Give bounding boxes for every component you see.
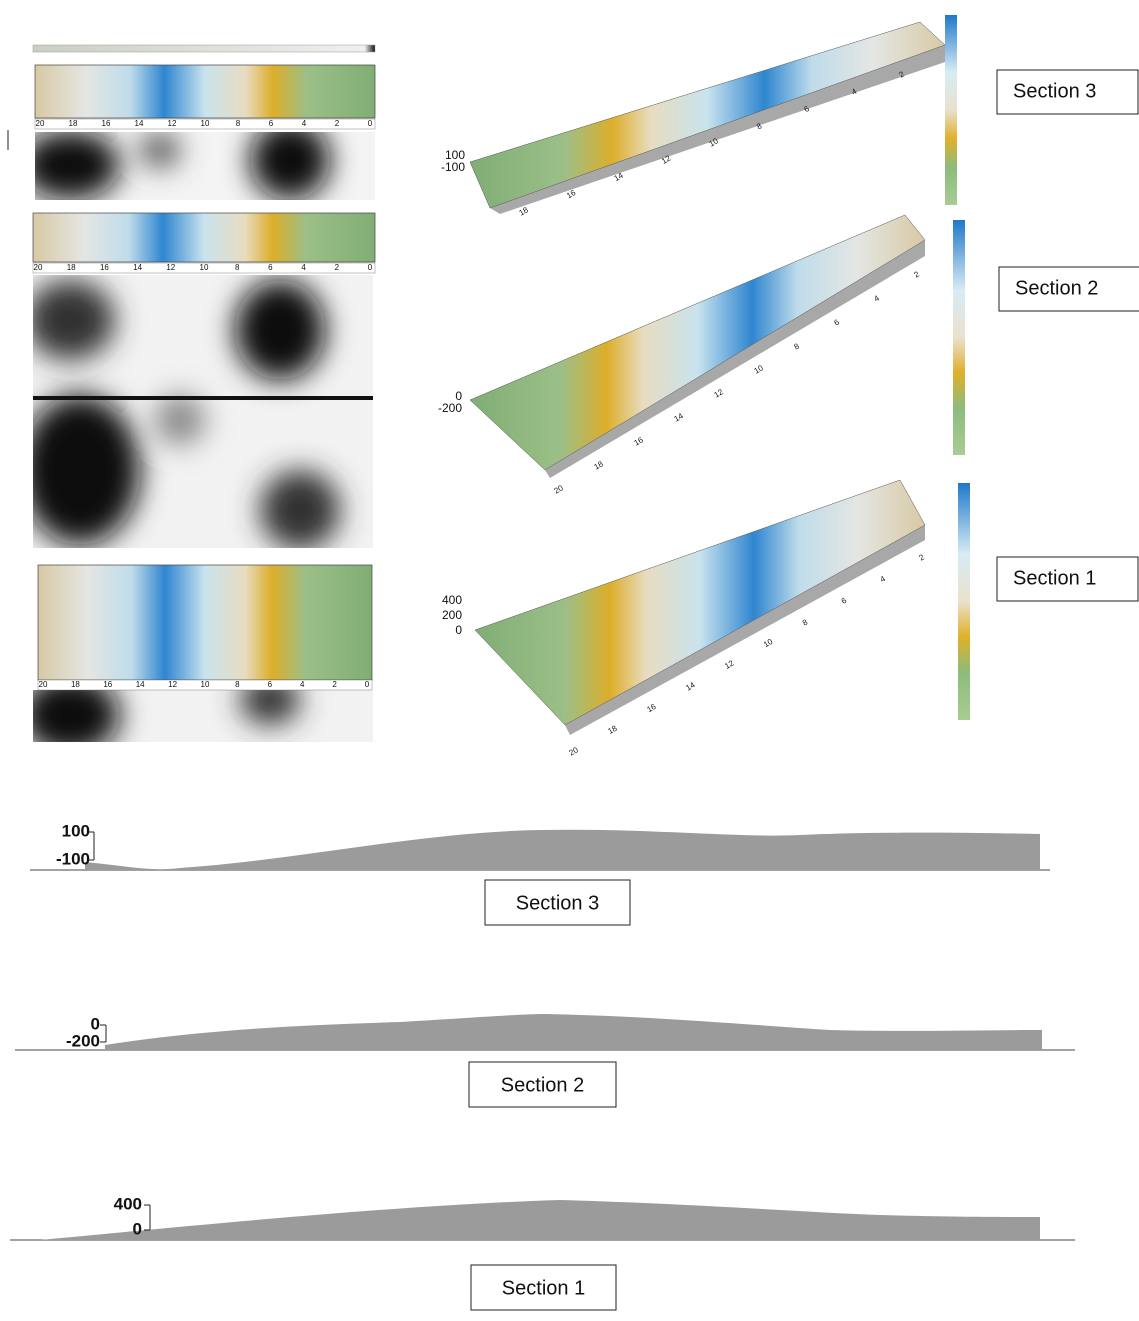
x-tick-label: 8 [235,680,240,689]
x-tick-label: 8 [236,119,241,128]
grayscale-map [20,275,373,550]
x-tick-label: 10 [201,680,210,689]
z-tick-label: -100 [441,160,465,174]
edge-tick-label: 8 [801,617,810,627]
x-tick-label: 4 [302,119,307,128]
edge-tick-label: 10 [762,637,775,650]
x-tick-label: 16 [100,263,109,272]
x-tick-label: 14 [136,680,145,689]
x-tick-label: 6 [268,680,273,689]
x-tick-label: 20 [34,263,43,272]
edge-tick-label: 14 [684,680,697,693]
z-tick-label: -100 [56,849,90,868]
edge-tick-label: 6 [833,317,842,327]
contour-map [33,213,375,262]
x-tick-label: 4 [301,263,306,272]
edge-tick-label: 18 [606,723,619,736]
profile-1 [10,1200,1075,1240]
x-tick-label: 2 [335,263,340,272]
x-tick-label: 20 [36,119,45,128]
section-label: Section 2 [1015,277,1098,299]
x-tick-label: 12 [166,263,175,272]
edge-tick-label: 20 [568,745,581,758]
contour-map [35,65,375,118]
z-tick-label: 0 [455,623,462,637]
figure: 2018161412108642020181614121086420201816… [0,0,1139,1316]
section-label: Section 3 [516,892,599,914]
edge-tick-label: 4 [879,574,888,584]
top-bar [33,45,375,52]
edge-tick-label: 2 [918,552,927,562]
x-tick-label: 6 [269,119,274,128]
z-tick-label: 400 [442,593,462,607]
x-tick-label: 0 [365,680,370,689]
edge-tick-label: 18 [593,459,606,472]
x-tick-label: 18 [69,119,78,128]
edge-tick-label: 8 [793,341,802,351]
edge-tick-label: 12 [713,387,726,400]
edge-tick-label: 16 [645,702,658,715]
edge-tick-label: 10 [753,363,766,376]
grayscale-map [20,120,375,200]
z-tick-label: 400 [114,1194,142,1213]
section-label: Section 1 [1013,567,1096,589]
edge-tick-label: 12 [723,658,736,671]
colorbar [945,15,957,205]
colorbar [953,220,965,455]
x-tick-label: 2 [332,680,337,689]
surface-3 [470,22,945,214]
profile-2 [15,1014,1075,1050]
z-tick-label: -200 [438,401,462,415]
x-tick-label: 16 [102,119,111,128]
x-tick-label: 16 [103,680,112,689]
x-tick-label: 18 [71,680,80,689]
section-label: Section 3 [1013,80,1096,102]
x-tick-label: 8 [235,263,240,272]
edge-tick-label: 14 [673,411,686,424]
x-tick-label: 14 [133,263,142,272]
edge-tick-label: 4 [873,293,882,303]
x-tick-label: 10 [201,119,210,128]
contour-map [38,565,372,680]
surface-1 [475,480,925,735]
x-tick-label: 12 [168,119,177,128]
x-tick-label: 4 [300,680,305,689]
page: { "left_axis_ticks": ["20", "18", "16", … [0,0,1139,1316]
z-tick-label: 100 [62,821,90,840]
profile-3 [30,830,1050,870]
edge-tick-label: 2 [913,269,922,279]
x-tick-label: 20 [39,680,48,689]
x-tick-label: 0 [368,263,373,272]
surface-2 [470,215,925,478]
x-tick-label: 0 [368,119,373,128]
edge-tick-label: 20 [553,483,566,496]
edge-tick-label: 16 [633,435,646,448]
x-tick-label: 12 [168,680,177,689]
x-tick-label: 18 [67,263,76,272]
x-tick-label: 6 [268,263,273,272]
x-tick-label: 10 [200,263,209,272]
edge-tick-label: 6 [840,596,849,606]
z-tick-label: 0 [133,1219,142,1238]
section-label: Section 1 [502,1277,585,1299]
section-label: Section 2 [501,1074,584,1096]
colorbar [958,483,970,720]
z-tick-label: -200 [66,1031,100,1050]
x-tick-label: 14 [135,119,144,128]
x-tick-label: 2 [335,119,340,128]
z-tick-label: 200 [442,608,462,622]
